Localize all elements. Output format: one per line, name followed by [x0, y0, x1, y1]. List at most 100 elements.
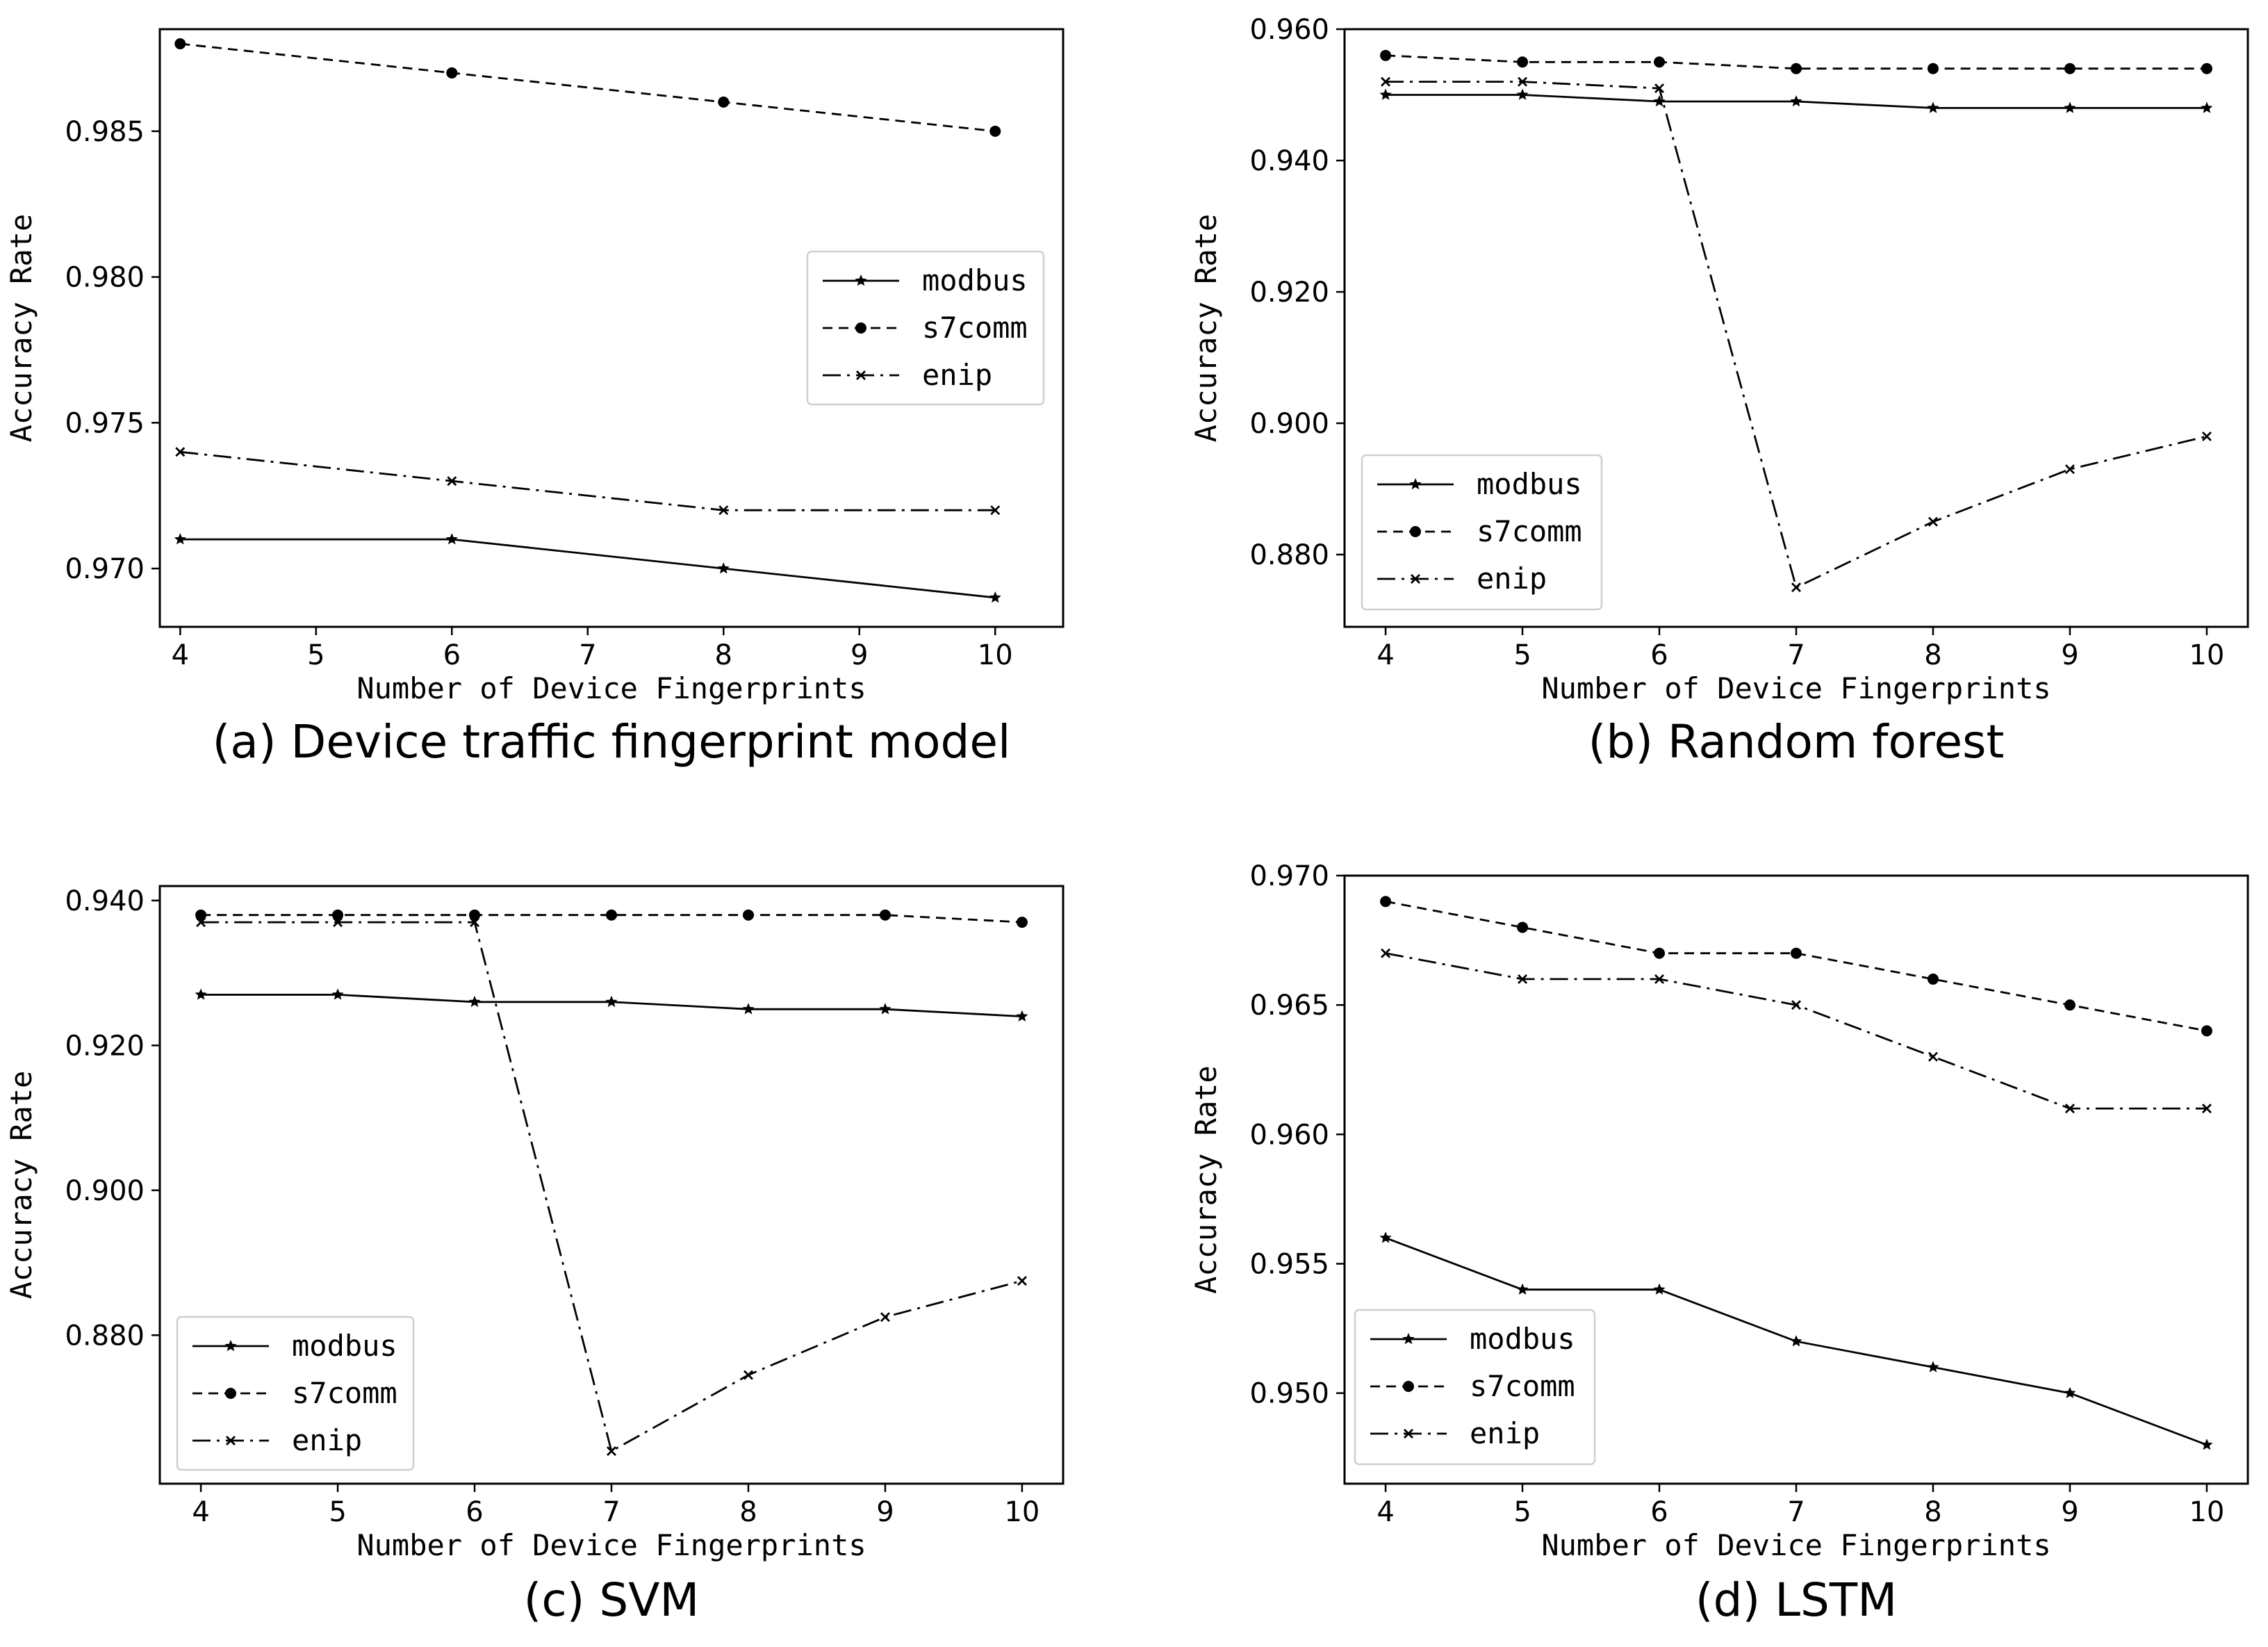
data-point-modbus — [742, 1003, 755, 1015]
y-tick-label: 0.975 — [65, 407, 145, 439]
legend-marker-modbus — [855, 274, 867, 286]
data-point-s7comm — [606, 909, 617, 921]
x-tick-label: 10 — [978, 639, 1013, 671]
chart-panel-0: 4 5 6 7 8 9 10 0.970 0.975 0.980 0.985 Number of De… — [4, 28, 1065, 769]
y-axis-label: Accuracy Rate — [4, 1071, 38, 1300]
data-point-enip — [333, 917, 343, 928]
x-tick-label: 7 — [1787, 639, 1805, 671]
legend-box — [1361, 454, 1603, 611]
data-point-enip — [880, 1312, 890, 1322]
legend-marker-enip — [1411, 574, 1420, 584]
x-tick-label: 8 — [715, 639, 732, 671]
y-tick-label: 0.970 — [1249, 860, 1329, 892]
chart-caption: (b) Random forest — [1588, 715, 2005, 769]
chart-panel-3: 4 5 6 7 8 9 10 0.950 0.955 0.960 0.965 0.970 Number … — [1189, 860, 2249, 1627]
data-point-s7comm — [2064, 999, 2076, 1011]
data-point-enip — [1654, 974, 1665, 984]
legend-label-modbus: modbus — [1470, 1322, 1575, 1356]
x-tick-label: 5 — [1513, 639, 1531, 671]
data-point-enip — [1928, 1051, 1938, 1062]
data-point-s7comm — [1380, 49, 1392, 61]
legend-marker-enip — [1404, 1429, 1413, 1439]
x-tick-label: 10 — [2189, 639, 2224, 671]
data-point-s7comm — [989, 125, 1001, 137]
y-tick-label: 0.950 — [1249, 1378, 1329, 1410]
data-point-enip — [743, 1370, 753, 1380]
data-point-enip — [2064, 464, 2075, 475]
legend-marker-modbus — [224, 1340, 237, 1352]
data-point-modbus — [1927, 1361, 1939, 1372]
x-tick-label: 7 — [1787, 1496, 1805, 1528]
legend: modbus s7comm enip — [1361, 454, 1603, 611]
x-tick-label: 8 — [1924, 1496, 1941, 1528]
data-point-s7comm — [879, 909, 891, 921]
legend-box — [1354, 1309, 1596, 1466]
y-axis-label: Accuracy Rate — [1189, 214, 1223, 443]
data-point-modbus — [1653, 95, 1666, 107]
data-point-enip — [607, 1446, 616, 1457]
y-axis-label: Accuracy Rate — [4, 214, 38, 443]
series-line-enip — [180, 450, 996, 511]
data-point-enip — [1017, 1276, 1027, 1286]
legend-marker-enip — [226, 1436, 236, 1445]
x-tick-label: 10 — [1004, 1496, 1040, 1528]
x-tick-label: 4 — [1377, 1496, 1394, 1528]
x-tick-label: 8 — [739, 1496, 757, 1528]
x-tick-label: 7 — [579, 639, 596, 671]
series-line-s7comm — [180, 42, 996, 133]
data-point-modbus — [174, 533, 186, 545]
legend-marker-s7comm — [1410, 526, 1421, 537]
legend-marker-modbus — [1402, 1333, 1415, 1345]
data-point-enip — [1381, 76, 1391, 87]
data-point-s7comm — [742, 909, 754, 921]
y-tick-label: 0.960 — [1249, 14, 1329, 46]
chart-caption: (a) Device traffic fingerprint model — [213, 715, 1011, 769]
legend-label-enip: enip — [292, 1423, 362, 1457]
legend-label-enip: enip — [922, 358, 992, 392]
data-point-s7comm — [332, 909, 344, 921]
data-point-s7comm — [469, 909, 481, 921]
data-point-modbus — [1927, 101, 1939, 113]
data-point-modbus — [2064, 1386, 2076, 1398]
data-point-modbus — [1516, 1283, 1529, 1295]
legend-label-modbus: modbus — [1477, 467, 1582, 501]
data-point-s7comm — [1517, 921, 1529, 933]
data-point-modbus — [1379, 88, 1392, 100]
legend-box — [806, 250, 1045, 406]
data-point-modbus — [879, 1003, 891, 1015]
legend-label-s7comm: s7comm — [292, 1376, 397, 1410]
y-axis-label: Accuracy Rate — [1189, 1065, 1223, 1294]
data-point-modbus — [445, 533, 458, 545]
legend-marker-enip — [856, 370, 866, 380]
x-tick-label: 6 — [1650, 639, 1668, 671]
data-point-modbus — [1379, 1231, 1392, 1243]
data-point-enip — [1381, 948, 1391, 958]
data-point-enip — [470, 917, 480, 928]
plot-frame — [158, 28, 1065, 628]
data-point-s7comm — [195, 909, 207, 921]
data-point-enip — [2064, 1104, 2075, 1114]
legend: modbus s7comm enip — [176, 1316, 415, 1471]
series-line-enip — [1385, 952, 2207, 1110]
data-point-modbus — [2201, 1439, 2213, 1450]
x-tick-label: 5 — [329, 1496, 346, 1528]
legend-label-enip: enip — [1470, 1416, 1540, 1450]
series-line-s7comm — [1385, 900, 2208, 1032]
x-tick-label: 6 — [1650, 1496, 1668, 1528]
legend-marker-s7comm — [855, 322, 866, 334]
y-tick-label: 0.900 — [65, 1175, 145, 1207]
data-point-s7comm — [2201, 1025, 2212, 1037]
data-point-enip — [990, 505, 1001, 516]
data-point-modbus — [1790, 95, 1802, 107]
legend: modbus s7comm enip — [1354, 1309, 1596, 1466]
x-axis-label: Number of Device Fingerprints — [356, 671, 866, 705]
x-tick-label: 6 — [443, 639, 461, 671]
x-axis-label: Number of Device Fingerprints — [1541, 1528, 2051, 1562]
y-tick-label: 0.880 — [65, 1320, 145, 1352]
data-point-enip — [2201, 431, 2212, 441]
chart-panel-1: 4 5 6 7 8 9 10 0.880 0.900 0.920 0.940 0.960 Number … — [1189, 14, 2249, 769]
x-tick-label: 8 — [1924, 639, 1941, 671]
data-point-modbus — [989, 591, 1001, 603]
x-axis-label: Number of Device Fingerprints — [1541, 671, 2051, 705]
